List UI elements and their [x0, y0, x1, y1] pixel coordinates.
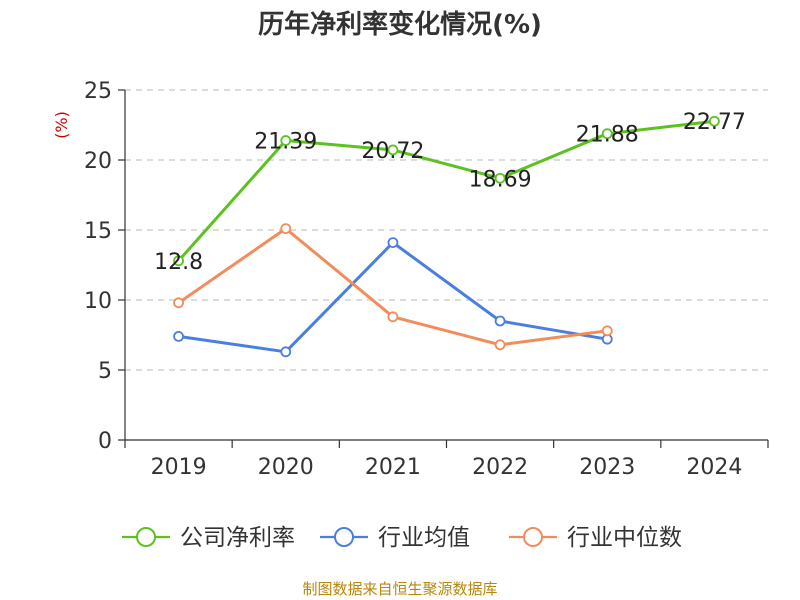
- legend-marker: [523, 527, 543, 547]
- data-point: [280, 135, 292, 146]
- data-label: 18.69: [469, 167, 532, 192]
- data-point: [709, 115, 720, 127]
- data-point: [280, 223, 292, 235]
- data-point: [494, 339, 506, 351]
- data-point: [280, 346, 292, 358]
- legend: 公司净利率 行业均值 行业中位数: [122, 525, 682, 551]
- data-label: 21.39: [254, 130, 317, 155]
- data-point: [387, 311, 399, 323]
- gridlines: [125, 89, 768, 371]
- data-label: 12.8: [154, 250, 203, 275]
- data-label: 21.88: [576, 123, 639, 148]
- data-label: 22.77: [683, 110, 746, 135]
- y-tick-label: 0: [98, 429, 112, 454]
- data-point: [601, 325, 613, 337]
- legend-label: 行业中位数: [567, 525, 682, 551]
- x-tick-label: 2023: [579, 455, 635, 480]
- source-note: 制图数据来自恒生聚源数据库: [302, 580, 497, 598]
- data-point: [173, 297, 184, 309]
- x-tick-label: 2022: [472, 455, 528, 480]
- x-tick-label: 2024: [686, 455, 742, 480]
- legend-label: 公司净利率: [180, 525, 295, 551]
- legend-marker: [136, 527, 156, 547]
- data-label: 20.72: [361, 139, 424, 164]
- data-point: [494, 315, 506, 327]
- data-point: [601, 128, 613, 140]
- axes: 0 5 10 15 20 25 2019 2020 2021 2022 2023 2024: [84, 79, 769, 480]
- data-point: [387, 144, 399, 156]
- x-tick-label: 2019: [151, 455, 207, 480]
- data-labels: 12.8 21.39 20.72 18.69 21.88 22.77: [154, 110, 746, 275]
- x-tick-label: 2020: [258, 455, 314, 480]
- y-tick-label: 15: [84, 219, 112, 244]
- data-point: [173, 255, 184, 267]
- x-tick-label: 2021: [365, 455, 421, 480]
- data-point: [387, 237, 399, 249]
- y-axis-unit: (%): [52, 111, 71, 139]
- chart-title: 历年净利率变化情况(%): [258, 9, 542, 40]
- legend-marker: [334, 527, 354, 547]
- y-tick-label: 10: [84, 289, 112, 314]
- y-tick-label: 25: [84, 79, 112, 104]
- y-tick-label: 20: [84, 149, 112, 174]
- legend-label: 行业均值: [378, 525, 470, 551]
- data-point: [173, 330, 184, 342]
- series-lines: [173, 115, 720, 358]
- series-line: [177, 119, 715, 262]
- y-tick-label: 5: [98, 359, 112, 384]
- data-point: [494, 172, 506, 184]
